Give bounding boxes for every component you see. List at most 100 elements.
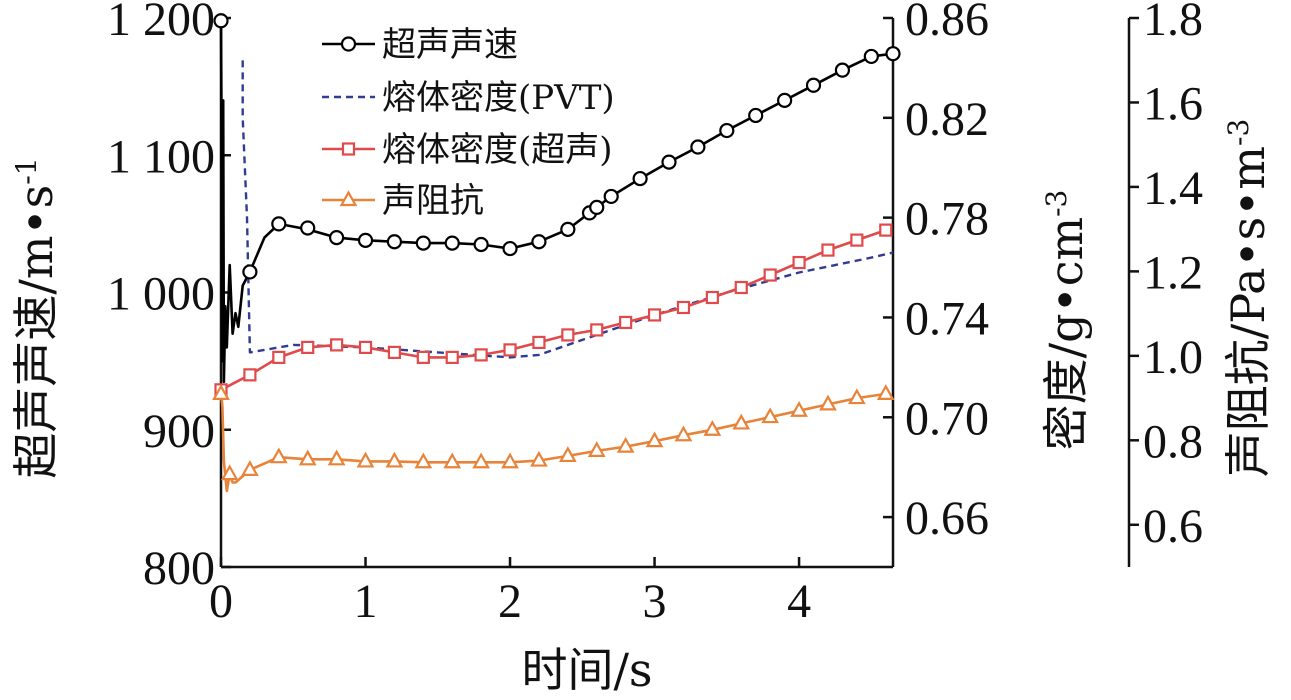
- data-point: [734, 280, 748, 295]
- data-point: [879, 223, 893, 237]
- x-tick-label: 0: [209, 575, 233, 628]
- data-point: [501, 452, 519, 469]
- series-2: [214, 223, 893, 397]
- data-point: [531, 234, 547, 250]
- legend-item: 熔体密度(PVT): [322, 78, 615, 118]
- data-point: [474, 348, 488, 362]
- series-0: [213, 13, 901, 384]
- data-point: [241, 460, 259, 476]
- y-right1-tick-label: 0.66: [905, 492, 989, 545]
- series-line: [220, 228, 887, 391]
- data-point: [503, 343, 517, 357]
- data-point: [242, 264, 258, 280]
- x-axis-title: 时间/s: [521, 643, 652, 697]
- data-point: [212, 384, 230, 400]
- data-point: [387, 345, 402, 359]
- legend-label: 超声声速: [382, 25, 518, 65]
- data-point: [532, 335, 546, 350]
- data-point: [301, 340, 315, 354]
- legend-swatch-marker: [340, 36, 357, 52]
- y-axis-right2-title-text: 声阻抗/Pa•s•m: [1221, 146, 1275, 477]
- series-line: [219, 392, 886, 493]
- data-point: [690, 139, 706, 155]
- y-left-tick-label: 900: [143, 405, 215, 458]
- data-point: [243, 368, 257, 382]
- y-right1-tick-label: 0.82: [905, 93, 989, 146]
- y-left-tick-label: 800: [143, 542, 215, 595]
- y-right1-tick-label: 0.78: [905, 193, 989, 246]
- data-point: [674, 425, 693, 442]
- data-point: [705, 290, 719, 305]
- data-point: [356, 451, 375, 468]
- y-right2-tick-label: 0.6: [1143, 500, 1203, 553]
- data-point: [589, 199, 605, 216]
- y-right1-tick-label: 0.74: [905, 292, 989, 345]
- data-point: [885, 46, 901, 62]
- data-point: [272, 350, 286, 364]
- data-point: [444, 235, 460, 251]
- data-point: [763, 268, 777, 282]
- legend-label: 声阻抗: [382, 181, 484, 221]
- data-point: [220, 464, 239, 481]
- data-point: [213, 13, 229, 29]
- data-point: [385, 451, 404, 468]
- y-axis-right2-title-superscript: -3: [1222, 119, 1255, 146]
- data-point: [632, 170, 648, 187]
- x-tick-label: 3: [643, 575, 667, 628]
- legend-item: 声阻抗: [322, 181, 484, 221]
- y-axis-right2-title: 声阻抗/Pa•s•m-3: [1221, 119, 1275, 478]
- data-point: [790, 400, 808, 417]
- y-axis-left-title-text: 超声声速/m•s: [9, 185, 63, 479]
- legend-label: 熔体密度(超声): [382, 130, 613, 170]
- data-point: [327, 449, 346, 466]
- data-point: [330, 338, 344, 352]
- data-point: [298, 449, 317, 466]
- data-point: [358, 340, 373, 354]
- data-point: [603, 188, 619, 205]
- y-right1-tick-label: 0.86: [905, 0, 989, 46]
- data-point: [415, 235, 431, 251]
- y-right2-tick-label: 0.8: [1143, 415, 1203, 468]
- data-point: [386, 234, 403, 250]
- data-point: [645, 431, 664, 448]
- data-point: [472, 452, 491, 469]
- data-point: [561, 328, 575, 342]
- data-point: [876, 384, 895, 400]
- legend-swatch-marker: [339, 190, 358, 207]
- data-point: [416, 350, 430, 364]
- data-point: [863, 48, 879, 65]
- data-point: [300, 220, 316, 236]
- y-axis-right1-title-superscript: -3: [1040, 190, 1073, 217]
- data-point: [616, 436, 635, 453]
- series-3: [212, 384, 895, 493]
- data-point: [473, 236, 489, 253]
- x-tick-label: 2: [498, 575, 522, 628]
- data-point: [502, 240, 518, 257]
- data-point: [558, 446, 577, 463]
- data-point: [777, 92, 793, 108]
- data-point: [703, 419, 722, 436]
- data-point: [587, 441, 606, 457]
- y-right2-tick-label: 1.8: [1143, 0, 1203, 46]
- data-point: [329, 230, 345, 246]
- data-point: [530, 450, 548, 467]
- y-left-tick-label: 1 000: [107, 268, 215, 321]
- data-point: [619, 315, 633, 330]
- y-axis-left-title-superscript: -1: [10, 157, 43, 184]
- data-point: [271, 216, 287, 232]
- x-tick-label: 4: [787, 575, 811, 628]
- y-left-tick-label: 1 200: [107, 0, 215, 46]
- y-axis-right1-title: 密度/g•cm-3: [1039, 190, 1093, 451]
- data-point: [443, 452, 462, 469]
- y-left-tick-label: 1 100: [107, 130, 215, 183]
- data-point: [834, 62, 851, 78]
- data-point: [761, 407, 780, 424]
- data-point: [661, 154, 677, 170]
- y-right2-tick-label: 1.4: [1143, 162, 1203, 215]
- data-point: [748, 107, 764, 124]
- data-point: [821, 243, 835, 257]
- data-point: [414, 452, 433, 469]
- data-point: [560, 221, 576, 237]
